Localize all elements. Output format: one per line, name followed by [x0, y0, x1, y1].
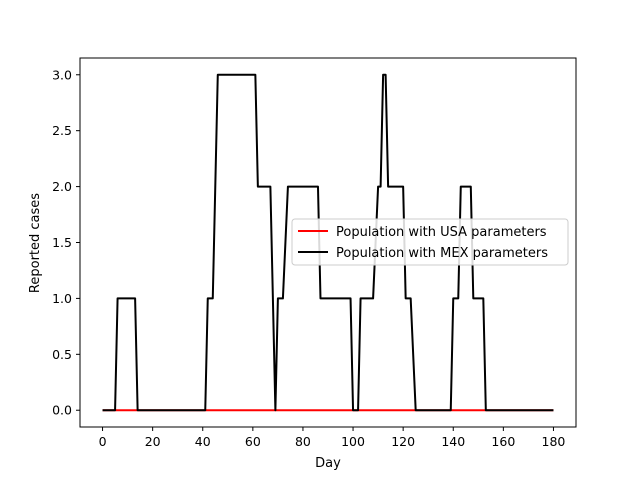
x-tick-label: 140 — [441, 434, 465, 449]
y-tick-label: 3.0 — [52, 67, 72, 82]
x-axis-label: Day — [315, 456, 341, 471]
y-tick-label: 0.0 — [52, 403, 72, 418]
x-tick-label: 40 — [195, 434, 211, 449]
y-tick-label: 1.5 — [52, 235, 72, 250]
x-tick-label: 180 — [542, 434, 566, 449]
x-ticks: 0 20 40 60 80 100 120 140 160 180 — [99, 427, 566, 449]
y-ticks: 0.0 0.5 1.0 1.5 2.0 2.5 3.0 — [52, 67, 80, 418]
x-tick-label: 120 — [391, 434, 415, 449]
y-tick-label: 2.0 — [52, 179, 72, 194]
legend-box — [291, 218, 569, 266]
series-layer — [102, 73, 554, 412]
y-tick-label: 0.5 — [52, 347, 72, 362]
x-tick-label: 20 — [145, 434, 161, 449]
legend: Population with USA parameters Populatio… — [291, 218, 569, 266]
y-tick-label: 1.0 — [52, 291, 72, 306]
series-line-mex — [102, 73, 554, 412]
legend-label-mex: Population with MEX parameters — [336, 246, 548, 261]
legend-label-usa: Population with USA parameters — [336, 225, 547, 240]
x-tick-label: 60 — [245, 434, 261, 449]
x-tick-label: 160 — [491, 434, 515, 449]
x-tick-label: 0 — [99, 434, 107, 449]
y-tick-label: 2.5 — [52, 123, 72, 138]
x-tick-label: 100 — [341, 434, 365, 449]
x-tick-label: 80 — [295, 434, 311, 449]
y-axis-label: Reported cases — [28, 193, 43, 293]
